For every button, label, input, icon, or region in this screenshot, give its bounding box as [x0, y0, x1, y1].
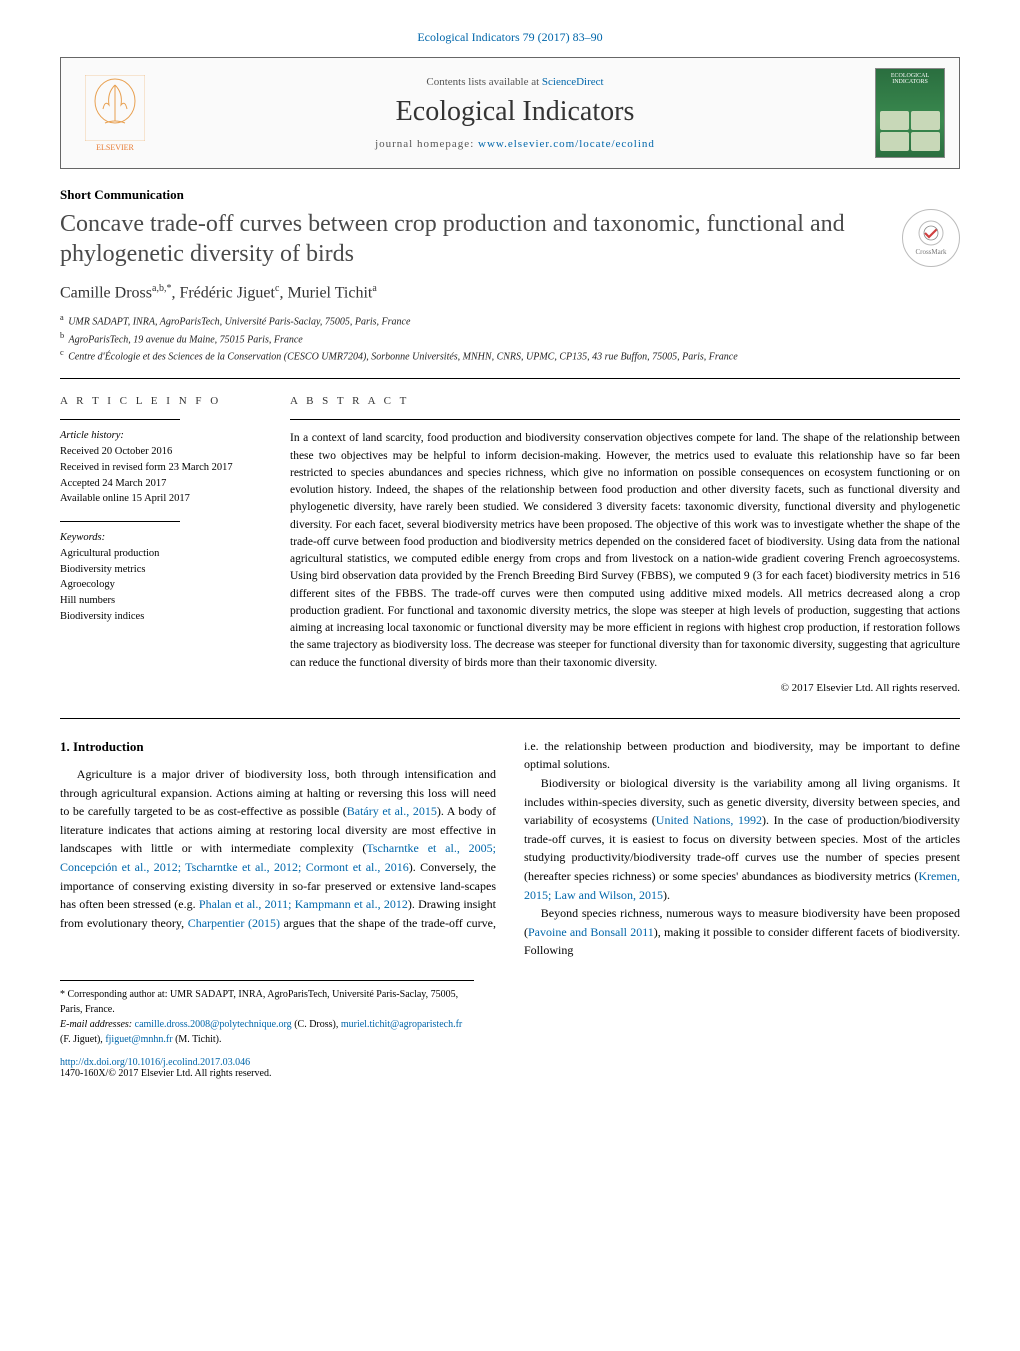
doi-link[interactable]: http://dx.doi.org/10.1016/j.ecolind.2017… — [60, 1057, 250, 1068]
abstract-rule — [290, 419, 960, 420]
journal-cover-thumbnail: ECOLOGICAL INDICATORS — [875, 68, 945, 158]
elsevier-tree-icon — [85, 75, 145, 141]
keyword: Hill numbers — [60, 593, 260, 609]
cite-phalan[interactable]: Phalan et al., 2011; Kampmann et al., 20… — [199, 897, 408, 911]
info-rule — [60, 419, 180, 420]
cite-pavoine[interactable]: Pavoine and Bonsall 2011 — [528, 925, 654, 939]
footnotes: * Corresponding author at: UMR SADAPT, I… — [60, 980, 474, 1047]
cover-title: ECOLOGICAL INDICATORS — [891, 73, 929, 85]
body-columns: 1. Introduction Agriculture is a major d… — [60, 737, 960, 960]
email-link[interactable]: camille.dross.2008@polytechnique.org — [135, 1019, 292, 1030]
homepage-line: journal homepage: www.elsevier.com/locat… — [155, 138, 875, 150]
corresponding-author: * Corresponding author at: UMR SADAPT, I… — [60, 987, 474, 1017]
keyword: Agroecology — [60, 577, 260, 593]
email-label: E-mail addresses: — [60, 1019, 135, 1030]
crossmark-label: CrossMark — [915, 248, 946, 256]
keywords-label: Keywords: — [60, 530, 260, 546]
article-title: Concave trade-off curves between crop pr… — [60, 209, 888, 269]
article-type: Short Communication — [60, 187, 960, 203]
header-center: Contents lists available at ScienceDirec… — [155, 76, 875, 150]
history-line: Received in revised form 23 March 2017 — [60, 460, 260, 476]
cite-un[interactable]: United Nations, 1992 — [656, 813, 762, 827]
article-info-column: a r t i c l e i n f o Article history: R… — [60, 395, 260, 694]
abstract-copyright: © 2017 Elsevier Ltd. All rights reserved… — [290, 682, 960, 694]
rule-mid — [60, 718, 960, 719]
intro-paragraph-2: Biodiversity or biological diversity is … — [524, 774, 960, 904]
history-line: Available online 15 April 2017 — [60, 491, 260, 507]
contents-line: Contents lists available at ScienceDirec… — [155, 76, 875, 88]
history-line: Accepted 24 March 2017 — [60, 476, 260, 492]
journal-reference: Ecological Indicators 79 (2017) 83–90 — [60, 30, 960, 45]
journal-header: ELSEVIER Contents lists available at Sci… — [60, 57, 960, 169]
info-rule-2 — [60, 521, 180, 522]
abstract-column: a b s t r a c t In a context of land sca… — [290, 395, 960, 694]
intro-paragraph-3: Beyond species richness, numerous ways t… — [524, 904, 960, 960]
sciencedirect-link[interactable]: ScienceDirect — [542, 76, 604, 88]
affiliations: a UMR SADAPT, INRA, AgroParisTech, Unive… — [60, 312, 960, 364]
keywords-block: Keywords: Agricultural productionBiodive… — [60, 530, 260, 625]
elsevier-logo: ELSEVIER — [75, 68, 155, 158]
crossmark-badge[interactable]: CrossMark — [902, 209, 960, 267]
cite-charpentier[interactable]: Charpentier (2015) — [188, 916, 280, 930]
rule-top — [60, 378, 960, 379]
keyword: Biodiversity metrics — [60, 562, 260, 578]
elsevier-label: ELSEVIER — [96, 143, 134, 152]
email-link[interactable]: muriel.tichit@agroparistech.fr — [341, 1019, 462, 1030]
history-line: Received 20 October 2016 — [60, 444, 260, 460]
abstract-text: In a context of land scarcity, food prod… — [290, 430, 960, 672]
journal-name: Ecological Indicators — [155, 96, 875, 128]
section-number: 1. — [60, 739, 70, 754]
email-link[interactable]: fjiguet@mnhn.fr — [105, 1034, 172, 1045]
authors: Camille Drossa,b,*, Frédéric Jiguetc, Mu… — [60, 283, 960, 302]
section-title: Introduction — [73, 739, 144, 754]
section-heading-intro: 1. Introduction — [60, 737, 496, 757]
contents-prefix: Contents lists available at — [426, 76, 541, 88]
crossmark-icon — [918, 220, 944, 246]
homepage-prefix: journal homepage: — [375, 138, 478, 150]
issn-copyright: 1470-160X/© 2017 Elsevier Ltd. All right… — [60, 1068, 271, 1079]
article-history: Article history: Received 20 October 201… — [60, 428, 260, 507]
history-label: Article history: — [60, 428, 260, 444]
doi-block: http://dx.doi.org/10.1016/j.ecolind.2017… — [60, 1057, 960, 1079]
email-addresses: E-mail addresses: camille.dross.2008@pol… — [60, 1017, 474, 1047]
abstract-heading: a b s t r a c t — [290, 395, 960, 407]
cover-images — [880, 111, 940, 151]
p2c: ). — [663, 888, 670, 902]
keyword: Biodiversity indices — [60, 609, 260, 625]
cite-batary[interactable]: Batáry et al., 2015 — [347, 804, 437, 818]
article-info-heading: a r t i c l e i n f o — [60, 395, 260, 407]
keyword: Agricultural production — [60, 546, 260, 562]
homepage-link[interactable]: www.elsevier.com/locate/ecolind — [478, 138, 655, 150]
